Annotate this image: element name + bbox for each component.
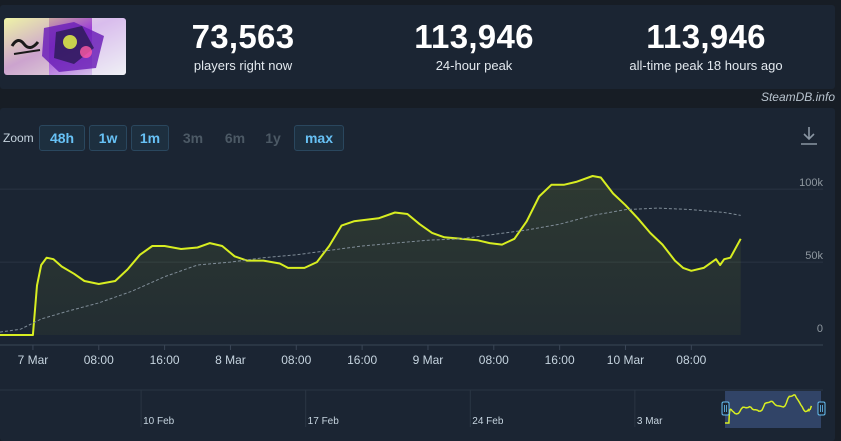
peak-24h-value: 113,946 — [414, 18, 534, 55]
y-tick-label: 50k — [805, 250, 823, 262]
zoom-max-button[interactable]: max — [294, 125, 344, 151]
stat-current-players: 73,563 players right now — [143, 18, 343, 74]
game-art-image — [4, 18, 126, 75]
plot-area — [0, 175, 742, 336]
trend-line — [0, 207, 741, 333]
current-players-label: players right now — [193, 58, 293, 73]
game-thumbnail[interactable] — [4, 18, 126, 75]
navigator[interactable]: 10 Feb 17 Feb 24 Feb 3 Mar — [0, 389, 826, 428]
navigator-tick-label: 17 Feb — [308, 416, 340, 427]
navigator-selection — [725, 391, 821, 428]
steamdb-attribution[interactable]: SteamDB.info — [760, 90, 835, 104]
navigator-left-handle[interactable] — [721, 401, 730, 416]
y-tick-label: 0 — [817, 323, 823, 335]
x-tick-label: 16:00 — [545, 353, 575, 367]
player-count-line — [0, 175, 742, 336]
x-tick-label: 16:00 — [150, 353, 180, 367]
x-tick-label: 16:00 — [347, 353, 377, 367]
y-axis-labels: 0 50k 100k — [799, 177, 823, 335]
download-icon[interactable] — [800, 126, 818, 146]
x-tick-label: 08:00 — [84, 353, 114, 367]
zoom-label: Zoom — [3, 131, 34, 145]
x-tick-label: 9 Mar — [413, 353, 444, 367]
zoom-3m-button: 3m — [182, 130, 204, 146]
navigator-tick-label: 24 Feb — [472, 416, 504, 427]
x-tick-label: 8 Mar — [215, 353, 246, 367]
current-players-value: 73,563 — [191, 18, 295, 55]
y-tick-label: 100k — [799, 177, 823, 189]
stat-24h-peak: 113,946 24-hour peak — [374, 18, 574, 74]
stat-alltime-peak: 113,946 all-time peak 18 hours ago — [606, 18, 806, 74]
x-tick-label: 7 Mar — [18, 353, 49, 367]
stats-panel: 73,563 players right now 113,946 24-hour… — [0, 5, 835, 89]
zoom-48h-button[interactable]: 48h — [39, 125, 85, 151]
x-tick-label: 08:00 — [281, 353, 311, 367]
alltime-peak-label: all-time peak 18 hours ago — [629, 58, 783, 73]
navigator-mini-line — [725, 393, 813, 424]
x-tick-label: 08:00 — [676, 353, 706, 367]
navigator-tick-label: 10 Feb — [143, 416, 175, 427]
x-tick-label: 10 Mar — [607, 353, 644, 367]
navigator-tick-label: 3 Mar — [637, 416, 663, 427]
alltime-peak-value: 113,946 — [646, 18, 766, 55]
x-tick-label: 08:00 — [479, 353, 509, 367]
x-axis-labels: 7 Mar 08:00 16:00 8 Mar 08:00 16:00 9 Mar 08:00… — [18, 345, 707, 367]
zoom-6m-button: 6m — [224, 130, 246, 146]
zoom-1m-button[interactable]: 1m — [131, 125, 169, 151]
navigator-right-handle[interactable] — [817, 401, 826, 416]
zoom-1y-button: 1y — [265, 130, 281, 146]
peak-24h-label: 24-hour peak — [435, 58, 513, 73]
player-count-area — [0, 176, 741, 335]
zoom-1w-button[interactable]: 1w — [89, 125, 127, 151]
